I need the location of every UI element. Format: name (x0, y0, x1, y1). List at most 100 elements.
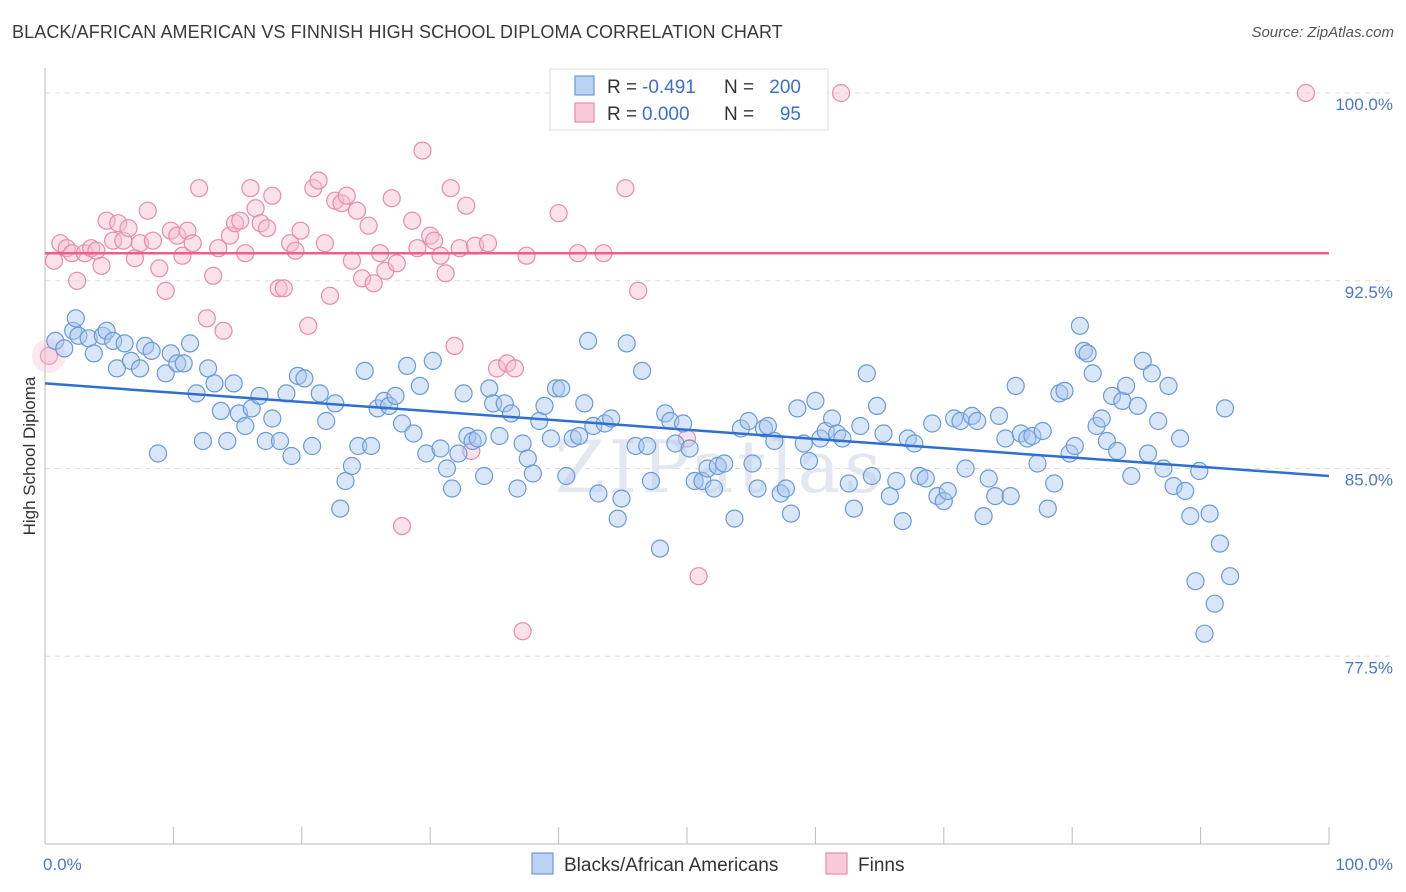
blacks-point (1138, 444, 1158, 463)
finns-point (204, 266, 223, 285)
blacks-point (666, 434, 685, 453)
blacks-point (857, 364, 876, 383)
blacks-point (986, 487, 1005, 506)
blacks-point (1215, 399, 1235, 418)
legend-r-value: -0.491 (642, 77, 696, 98)
blacks-point (148, 444, 168, 463)
blacks-point (1220, 567, 1240, 586)
blacks-point (168, 354, 187, 373)
legend-r-value: 0.000 (642, 104, 690, 125)
blacks-point (1195, 624, 1214, 643)
finns-point (320, 286, 340, 305)
blacks-point (115, 334, 134, 353)
blacks-point (673, 414, 693, 433)
blacks-point (310, 384, 329, 403)
grid-lines (45, 92, 1392, 657)
finns-point (413, 141, 432, 160)
finns-point (173, 246, 192, 265)
legend-box (549, 68, 829, 131)
blacks-point (431, 439, 450, 458)
y-tick-label: 100.0% (1335, 95, 1393, 114)
blacks-point (463, 431, 482, 451)
finns-point (197, 309, 216, 328)
blacks-point (331, 499, 350, 518)
finns-point (392, 516, 412, 536)
chart-title: BLACK/AFRICAN AMERICAN VS FINNISH HIGH S… (12, 22, 783, 42)
finns-point (549, 204, 568, 223)
legend: R = -0.491 N = 200 R = 0.000 N = 95 (549, 68, 829, 131)
blacks-point (541, 429, 561, 448)
blacks-point (256, 431, 275, 451)
blacks-point (380, 396, 399, 415)
finns-point (387, 254, 406, 273)
blacks-point (887, 471, 906, 491)
finns-point (457, 196, 476, 215)
blacks-point (199, 359, 218, 378)
blacks-point (386, 386, 405, 405)
blacks-point (374, 391, 394, 410)
finns-point (150, 259, 169, 278)
blacks-point (355, 361, 374, 380)
finns-point (241, 179, 260, 198)
blacks-point (923, 414, 942, 433)
finns-point (263, 186, 282, 205)
blacks-point (224, 374, 243, 393)
finns-point (315, 234, 334, 253)
blacks-point (739, 411, 758, 431)
blacks-point (638, 436, 657, 456)
blacks-point (1210, 534, 1230, 553)
y-tick-label: 77.5% (1345, 658, 1393, 677)
finns-point (183, 234, 202, 253)
blacks-point (799, 451, 819, 471)
finns-points (31, 83, 1316, 641)
blacks-point (776, 479, 796, 498)
finns-point (337, 186, 356, 205)
finns-point (431, 246, 450, 265)
blacks-point (557, 466, 576, 486)
legend-n-label: N = (724, 77, 754, 98)
finns-point (689, 567, 708, 586)
blacks-point (66, 309, 85, 328)
blacks-point (934, 492, 953, 511)
blacks-point (725, 509, 744, 528)
blacks-point (962, 406, 982, 425)
blacks-point (161, 344, 180, 363)
blacks-point (1028, 454, 1047, 473)
blacks-point (617, 334, 636, 353)
blacks-point (1159, 376, 1178, 395)
blacks-point (502, 404, 521, 423)
blacks-point (1176, 481, 1195, 501)
finns-point-large (31, 338, 66, 373)
blacks-point (423, 351, 442, 370)
blacks-point (107, 359, 127, 378)
finns-point (274, 279, 293, 298)
blacks-point (956, 459, 975, 478)
blacks-point (862, 466, 882, 486)
x-tick-label: 0.0% (43, 855, 82, 874)
blacks-point (1092, 409, 1111, 428)
blacks-point (905, 434, 924, 453)
blacks-point (1038, 499, 1057, 518)
blacks-point (404, 424, 423, 443)
bottom-legend-finns-label: Finns (858, 855, 904, 876)
blacks-point (1055, 381, 1074, 400)
blacks-point (1142, 364, 1161, 383)
y-tick-label: 92.5% (1345, 283, 1393, 302)
blacks-point (844, 499, 864, 518)
blacks-point (449, 444, 468, 463)
finns-point (87, 241, 106, 260)
finns-point (291, 221, 310, 240)
axes (44, 68, 1330, 845)
blacks-point (851, 416, 870, 436)
blacks-point (806, 391, 825, 410)
blacks-point (578, 331, 598, 350)
blacks-point (608, 509, 627, 528)
legend-swatch-blacks (574, 75, 595, 96)
legend-n-label: N = (724, 104, 754, 125)
blacks-point (938, 481, 957, 501)
legend-r-label: R = (607, 77, 637, 98)
blacks-point (715, 454, 734, 473)
blacks-point (55, 339, 74, 358)
blacks-point (236, 416, 255, 436)
